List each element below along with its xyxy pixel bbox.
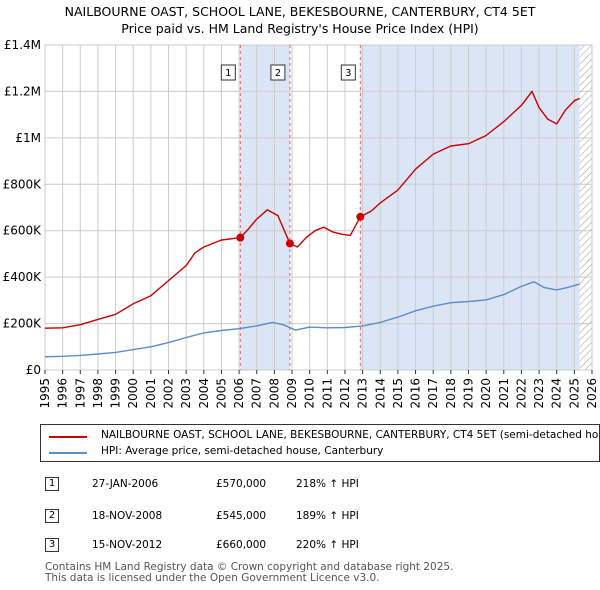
x-tick-label: 2013 [356,378,370,409]
sale-marker-label: 3 [345,68,351,79]
x-tick-label: 2000 [126,378,140,409]
y-tick-label: £600K [3,224,43,238]
transaction-price: £570,000 [216,478,267,490]
x-tick-label: 2019 [461,378,475,409]
x-tick-label: 2010 [303,378,317,409]
x-tick-label: 1999 [109,378,123,409]
x-tick-label: 2001 [144,378,158,409]
sale-point [236,233,245,242]
x-tick-label: 2012 [338,378,352,409]
transaction-date: 27-JAN-2006 [92,478,159,490]
y-tick-label: £1.2M [4,84,41,98]
transaction-row: 1 27-JAN-2006 £570,000 218% ↑ HPI [45,477,565,495]
transaction-hpi: 220% ↑ HPI [296,539,359,551]
x-tick-label: 1997 [73,378,87,409]
transaction-hpi: 218% ↑ HPI [296,478,359,490]
x-tick-label: 2011 [320,378,334,409]
footer-license: This data is licensed under the Open Gov… [45,572,380,584]
chart-title-line1: NAILBOURNE OAST, SCHOOL LANE, BEKESBOURN… [65,4,536,19]
transaction-price: £660,000 [216,539,267,551]
sale-point [356,212,365,221]
transaction-row: 2 18-NOV-2008 £545,000 189% ↑ HPI [45,509,565,527]
sale-marker-label: 2 [275,68,281,79]
x-tick-label: 2025 [567,378,581,409]
x-tick-label: 2021 [497,378,511,409]
x-tick-label: 2006 [232,378,246,409]
price-chart: NAILBOURNE OAST, SCHOOL LANE, BEKESBOURN… [3,4,599,409]
legend-label-hpi: HPI: Average price, semi-detached house,… [101,445,384,457]
x-tick-label: 2007 [250,378,264,409]
shaded-ranges [240,45,592,370]
series-lines [44,90,580,358]
legend-swatch-property [49,436,87,438]
x-tick-label: 2026 [585,378,599,409]
sale-point [285,239,294,248]
sale-marker-box [270,64,286,81]
x-tick-label: 1995 [38,378,52,409]
x-tick-label: 2020 [479,378,493,409]
sale-marker-box [220,64,236,81]
x-tick-label: 2014 [373,378,387,409]
x-tick-label: 2022 [514,378,528,409]
transaction-number: 2 [45,509,59,523]
x-tick-label: 2005 [214,378,228,409]
x-axis-ticks: 1995 1996 1997 1998 1999 2000 2001 2002 2003 2004… [38,378,599,409]
x-tick-label: 1998 [91,378,105,409]
legend-swatch-hpi [49,452,87,454]
footer-copyright: Contains HM Land Registry data © Crown c… [45,561,454,573]
x-tick-label: 2015 [391,378,405,409]
grid-lines [44,44,593,374]
shaded-range [240,45,290,370]
x-tick-label: 2023 [532,378,546,409]
x-tick-label: 2016 [409,378,423,409]
y-tick-label: £200K [3,317,43,331]
hpi-line [44,281,580,358]
x-tick-label: 2002 [162,378,176,409]
y-axis-ticks: £0 £200K £400K £600K £800K £1M £1.2M £1.4M [3,38,43,377]
transaction-price: £545,000 [216,510,267,522]
x-tick-label: 2008 [267,378,281,409]
sale-marker-label: 1 [225,68,231,79]
x-tick-label: 2004 [197,378,211,409]
y-tick-label: £800K [3,177,43,191]
y-tick-label: £1M [15,131,41,145]
sale-points [236,212,365,248]
x-tick-label: 1996 [56,378,70,409]
y-tick-label: £1.4M [4,38,41,52]
transaction-date: 18-NOV-2008 [92,510,163,522]
x-tick-label: 2003 [179,378,193,409]
transaction-number: 1 [45,477,59,491]
y-tick-label: £0 [26,363,41,377]
x-tick-label: 2009 [285,378,299,409]
x-tick-label: 2024 [550,378,564,409]
future-hatch [579,45,592,370]
legend: NAILBOURNE OAST, SCHOOL LANE, BEKESBOURN… [40,424,600,462]
transaction-row: 3 15-NOV-2012 £660,000 220% ↑ HPI [45,538,565,556]
y-tick-label: £400K [3,270,43,284]
transaction-hpi: 189% ↑ HPI [296,510,359,522]
transaction-number: 3 [45,538,59,552]
chart-title-line2: Price paid vs. HM Land Registry's House … [121,21,478,36]
sale-markers: 1 2 3 [220,45,361,370]
legend-label-property: NAILBOURNE OAST, SCHOOL LANE, BEKESBOURN… [101,429,600,441]
property-line [44,90,580,329]
transaction-date: 15-NOV-2012 [92,539,163,551]
footer: Contains HM Land Registry data © Crown c… [45,562,453,584]
shaded-range [360,45,580,370]
sale-marker-box [340,64,356,81]
x-tick-label: 2017 [426,378,440,409]
x-tick-label: 2018 [444,378,458,409]
